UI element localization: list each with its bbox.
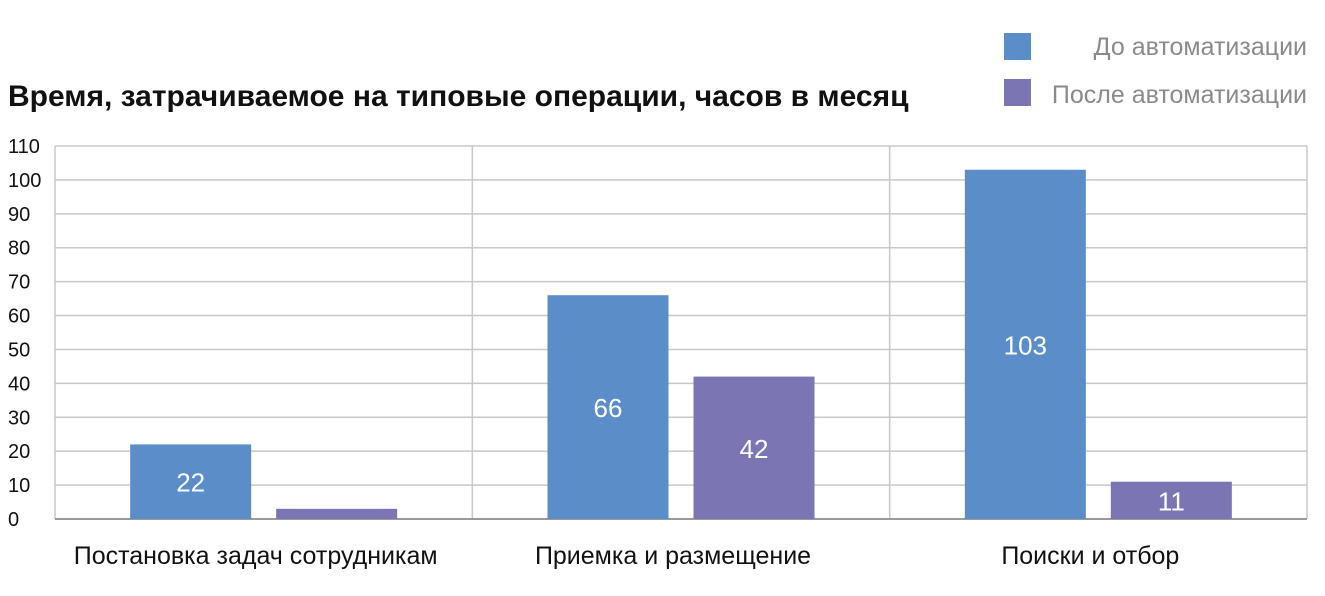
data-label: 66 <box>594 393 623 423</box>
y-tick-label: 30 <box>8 407 30 429</box>
legend-label-after: После автоматизации <box>1052 81 1307 109</box>
y-tick-label: 60 <box>8 306 30 328</box>
bar <box>547 295 669 519</box>
data-label: 22 <box>176 468 205 498</box>
data-label: 103 <box>1004 330 1047 360</box>
bar <box>693 376 815 519</box>
bar <box>1110 481 1232 519</box>
y-tick-label: 40 <box>8 373 30 395</box>
bar <box>276 508 398 519</box>
legend-swatch-before <box>1004 33 1031 60</box>
x-category-label: Поиски и отбор <box>1001 542 1179 570</box>
chart-title: Время, затрачиваемое на типовые операции… <box>8 80 909 113</box>
y-tick-label: 10 <box>8 475 30 497</box>
bars: 22 66 103 42 11 <box>130 169 1232 519</box>
gridlines <box>54 145 1308 520</box>
legend-swatch-after <box>1004 79 1031 106</box>
y-axis: 0 10 20 30 40 50 60 70 80 90 100 110 <box>8 136 41 531</box>
y-tick-label: 0 <box>8 509 19 531</box>
bar <box>964 169 1086 519</box>
x-category-label: Приемка и размещение <box>535 542 811 570</box>
y-tick-label: 110 <box>8 136 40 158</box>
y-tick-label: 80 <box>8 238 30 260</box>
y-tick-label: 20 <box>8 441 30 463</box>
legend: До автоматизации После автоматизации <box>1004 33 1307 109</box>
data-label: 11 <box>1158 486 1185 516</box>
y-tick-label: 70 <box>8 272 30 294</box>
legend-label-before: До автоматизации <box>1094 33 1307 61</box>
x-category-label: Постановка задач сотрудникам <box>74 542 438 570</box>
x-axis: Постановка задач сотрудникам Приемка и ра… <box>74 542 1180 570</box>
data-label: 42 <box>740 434 769 464</box>
bar <box>130 444 252 519</box>
y-tick-label: 100 <box>8 170 41 192</box>
y-tick-label: 90 <box>8 204 30 226</box>
y-tick-label: 50 <box>8 339 30 361</box>
